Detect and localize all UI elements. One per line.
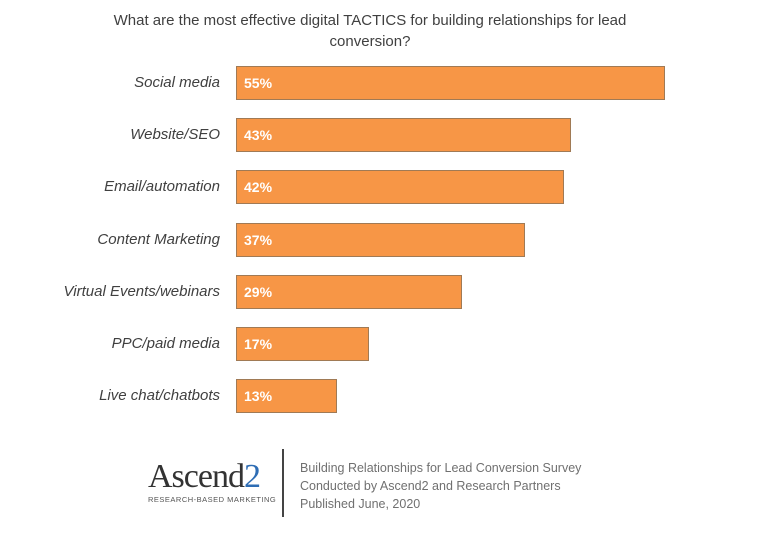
source-line: Conducted by Ascend2 and Research Partne… xyxy=(300,479,561,493)
footer-divider xyxy=(282,449,284,517)
bar: 29% xyxy=(236,274,463,309)
data-label: 43% xyxy=(244,127,273,144)
bar: 17% xyxy=(236,327,369,361)
category-label: Social media xyxy=(134,74,220,91)
data-label: 29% xyxy=(244,283,273,300)
data-label: 17% xyxy=(244,336,273,352)
source-line: Building Relationships for Lead Conversi… xyxy=(300,461,582,475)
bar-chart: Social media 55% Website/SEO 43% Email/autom… xyxy=(63,66,665,414)
logo-wordmark: Ascend2 xyxy=(148,458,261,495)
logo-tagline: RESEARCH-BASED MARKETING xyxy=(148,495,277,504)
data-label: 13% xyxy=(244,388,273,405)
source-note: Building Relationships for Lead Conversi… xyxy=(300,459,700,513)
category-label: Live chat/chatbots xyxy=(99,387,220,405)
data-label: 37% xyxy=(244,231,273,248)
bar: 43% xyxy=(236,118,572,153)
category-label: Website/SEO xyxy=(130,126,220,144)
category-label: Content Marketing xyxy=(97,230,220,248)
data-label: 55% xyxy=(244,75,273,91)
bar: 37% xyxy=(236,222,525,257)
category-label: Email/automation xyxy=(104,178,220,196)
data-label: 42% xyxy=(244,179,273,196)
source-line: Published June, 2020 xyxy=(300,497,421,511)
ascend2-logo: Ascend2 RESEARCH-BASED MARKETING xyxy=(148,458,277,505)
chart-title: What are the most effective digital TACT… xyxy=(113,12,627,50)
bar: 42% xyxy=(236,170,564,205)
category-label: PPC/paid media xyxy=(111,335,220,352)
bar: 55% xyxy=(236,66,665,100)
category-label: Virtual Events/webinars xyxy=(63,282,220,300)
bar: 13% xyxy=(236,379,338,414)
